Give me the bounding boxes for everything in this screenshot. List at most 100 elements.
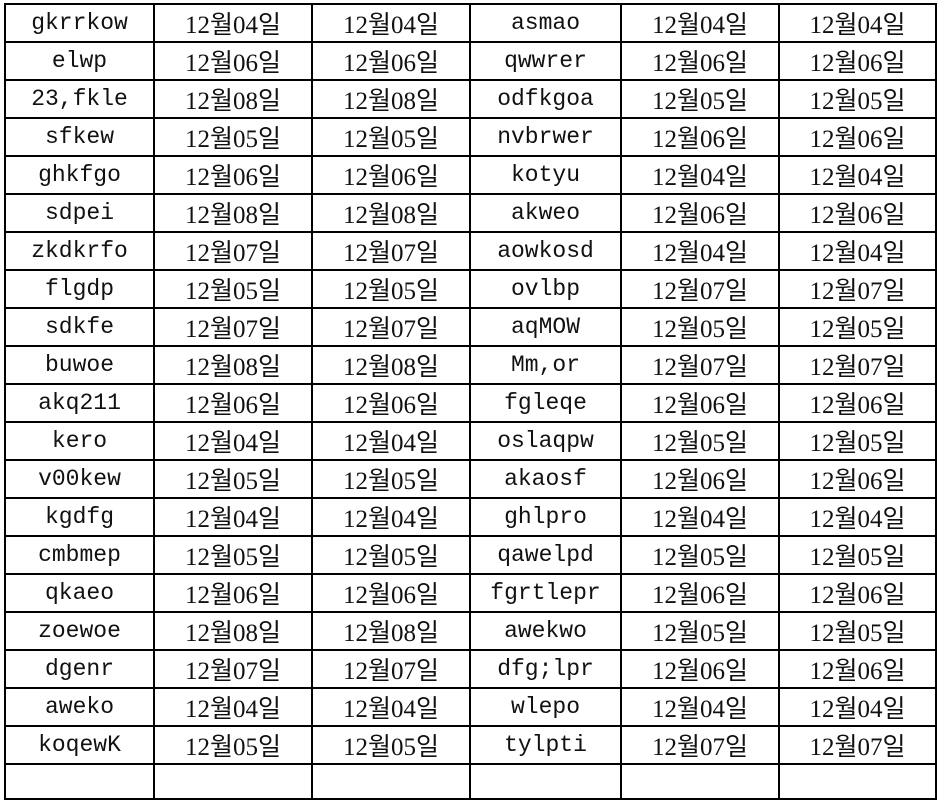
text-cell[interactable]: ghlpro	[469, 497, 622, 537]
date-cell[interactable]: 12월08일	[311, 345, 471, 385]
text-cell[interactable]: zoewoe	[4, 611, 155, 651]
date-cell[interactable]: 12월04일	[311, 421, 471, 461]
text-cell[interactable]: zkdkrfo	[4, 231, 155, 271]
date-cell[interactable]: 12월05일	[311, 459, 471, 499]
text-cell[interactable]: qwwrer	[469, 41, 622, 81]
date-cell[interactable]: 12월08일	[153, 193, 313, 233]
date-cell[interactable]: 12월08일	[311, 193, 471, 233]
text-cell[interactable]: akq211	[4, 383, 155, 423]
date-cell[interactable]: 12월06일	[778, 649, 937, 689]
date-cell[interactable]: 12월05일	[311, 269, 471, 309]
text-cell[interactable]: kgdfg	[4, 497, 155, 537]
text-cell[interactable]: kotyu	[469, 155, 622, 195]
text-cell[interactable]: flgdp	[4, 269, 155, 309]
date-cell[interactable]: 12월05일	[153, 117, 313, 157]
date-cell[interactable]: 12월06일	[620, 649, 780, 689]
date-cell[interactable]: 12월06일	[620, 459, 780, 499]
date-cell[interactable]: 12월05일	[620, 535, 780, 575]
text-cell[interactable]: odfkgoa	[469, 79, 622, 119]
date-cell[interactable]: 12월06일	[778, 117, 937, 157]
date-cell[interactable]: 12월04일	[153, 421, 313, 461]
text-cell[interactable]: aqMOW	[469, 307, 622, 347]
text-cell[interactable]: sfkew	[4, 117, 155, 157]
text-cell[interactable]: fgrtlepr	[469, 573, 622, 613]
date-cell[interactable]: 12월05일	[620, 307, 780, 347]
date-cell[interactable]: 12월06일	[311, 155, 471, 195]
date-cell[interactable]: 12월05일	[620, 611, 780, 651]
date-cell[interactable]: 12월07일	[778, 269, 937, 309]
date-cell[interactable]: 12월06일	[778, 459, 937, 499]
text-cell[interactable]: qawelpd	[469, 535, 622, 575]
date-cell[interactable]: 12월04일	[620, 155, 780, 195]
text-cell[interactable]: oslaqpw	[469, 421, 622, 461]
date-cell[interactable]: 12월04일	[620, 497, 780, 537]
date-cell[interactable]: 12월04일	[620, 231, 780, 271]
date-cell[interactable]: 12월04일	[153, 497, 313, 537]
empty-cell[interactable]	[469, 763, 622, 800]
date-cell[interactable]: 12월06일	[153, 41, 313, 81]
date-cell[interactable]: 12월08일	[153, 79, 313, 119]
date-cell[interactable]: 12월04일	[778, 497, 937, 537]
date-cell[interactable]: 12월06일	[153, 573, 313, 613]
date-cell[interactable]: 12월05일	[153, 535, 313, 575]
date-cell[interactable]: 12월07일	[311, 231, 471, 271]
date-cell[interactable]: 12월05일	[311, 725, 471, 765]
text-cell[interactable]: nvbrwer	[469, 117, 622, 157]
date-cell[interactable]: 12월07일	[153, 307, 313, 347]
text-cell[interactable]: dgenr	[4, 649, 155, 689]
date-cell[interactable]: 12월05일	[778, 307, 937, 347]
text-cell[interactable]: v00kew	[4, 459, 155, 499]
text-cell[interactable]: qkaeo	[4, 573, 155, 613]
date-cell[interactable]: 12월07일	[778, 345, 937, 385]
date-cell[interactable]: 12월05일	[620, 421, 780, 461]
date-cell[interactable]: 12월07일	[153, 231, 313, 271]
text-cell[interactable]: ghkfgo	[4, 155, 155, 195]
text-cell[interactable]: aweko	[4, 687, 155, 727]
text-cell[interactable]: 23,fkle	[4, 79, 155, 119]
text-cell[interactable]: tylpti	[469, 725, 622, 765]
date-cell[interactable]: 12월06일	[620, 573, 780, 613]
date-cell[interactable]: 12월05일	[153, 269, 313, 309]
date-cell[interactable]: 12월05일	[778, 535, 937, 575]
date-cell[interactable]: 12월07일	[778, 725, 937, 765]
text-cell[interactable]: awekwo	[469, 611, 622, 651]
date-cell[interactable]: 12월06일	[311, 573, 471, 613]
date-cell[interactable]: 12월07일	[311, 649, 471, 689]
date-cell[interactable]: 12월04일	[311, 497, 471, 537]
date-cell[interactable]: 12월06일	[620, 117, 780, 157]
text-cell[interactable]: asmao	[469, 3, 622, 43]
date-cell[interactable]: 12월08일	[153, 345, 313, 385]
text-cell[interactable]: fgleqe	[469, 383, 622, 423]
date-cell[interactable]: 12월07일	[153, 649, 313, 689]
date-cell[interactable]: 12월05일	[153, 725, 313, 765]
date-cell[interactable]: 12월06일	[153, 383, 313, 423]
date-cell[interactable]: 12월04일	[778, 687, 937, 727]
text-cell[interactable]: cmbmep	[4, 535, 155, 575]
date-cell[interactable]: 12월08일	[311, 79, 471, 119]
date-cell[interactable]: 12월04일	[778, 231, 937, 271]
date-cell[interactable]: 12월06일	[153, 155, 313, 195]
text-cell[interactable]: Mm,or	[469, 345, 622, 385]
text-cell[interactable]: wlepo	[469, 687, 622, 727]
date-cell[interactable]: 12월06일	[778, 193, 937, 233]
date-cell[interactable]: 12월04일	[153, 687, 313, 727]
date-cell[interactable]: 12월04일	[311, 3, 471, 43]
date-cell[interactable]: 12월06일	[311, 41, 471, 81]
text-cell[interactable]: akweo	[469, 193, 622, 233]
text-cell[interactable]: ovlbp	[469, 269, 622, 309]
date-cell[interactable]: 12월06일	[620, 193, 780, 233]
date-cell[interactable]: 12월06일	[311, 383, 471, 423]
date-cell[interactable]: 12월05일	[153, 459, 313, 499]
date-cell[interactable]: 12월04일	[620, 3, 780, 43]
text-cell[interactable]: sdkfe	[4, 307, 155, 347]
empty-cell[interactable]	[311, 763, 471, 800]
date-cell[interactable]: 12월04일	[778, 3, 937, 43]
date-cell[interactable]: 12월05일	[311, 535, 471, 575]
text-cell[interactable]: kero	[4, 421, 155, 461]
date-cell[interactable]: 12월06일	[778, 573, 937, 613]
date-cell[interactable]: 12월08일	[153, 611, 313, 651]
date-cell[interactable]: 12월04일	[311, 687, 471, 727]
empty-cell[interactable]	[4, 763, 155, 800]
date-cell[interactable]: 12월04일	[778, 155, 937, 195]
text-cell[interactable]: akaosf	[469, 459, 622, 499]
